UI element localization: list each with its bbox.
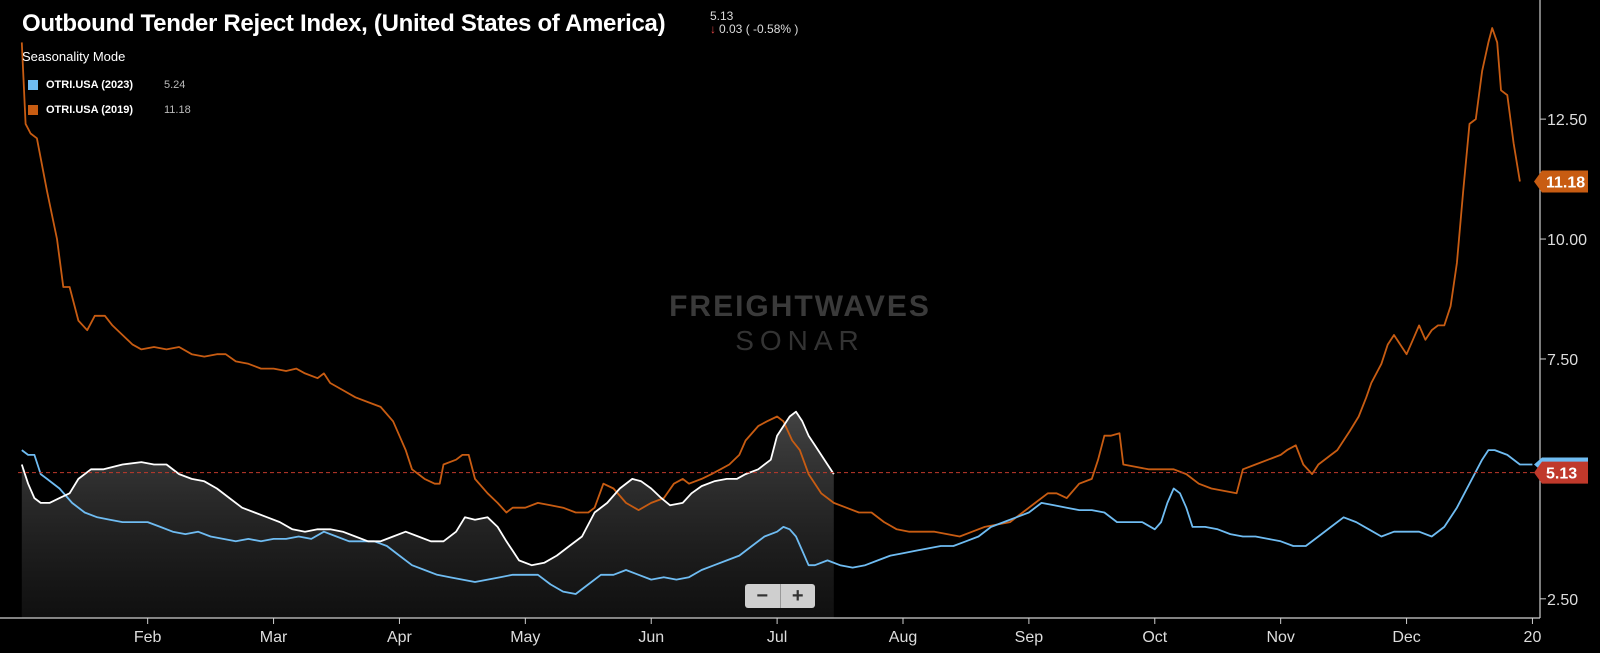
seasonality-mode-label: Seasonality Mode [22, 49, 126, 64]
y-tick-label: 10.00 [1547, 232, 1587, 249]
zoom-out-button[interactable]: − [745, 584, 781, 608]
legend-name-2019: OTRI.USA (2019) [46, 103, 134, 116]
watermark-sonar: SONAR [735, 325, 865, 356]
end-tag-2019-text: 11.18 [1546, 174, 1585, 191]
x-tick-label: Nov [1266, 629, 1294, 646]
change-value: 0.03 ( -0.58% ) [719, 22, 799, 36]
shaded-area-fill [21, 411, 834, 618]
x-axis: Feb Mar Apr May Jun Jul Aug Sep Oct Nov Dec 20 [0, 617, 1542, 646]
x-tick-label: Jul [767, 629, 787, 646]
legend-swatch-2023 [28, 79, 38, 90]
legend-item-2019[interactable]: OTRI.USA (2019) 11.18 [28, 97, 191, 122]
shaded-area [21, 411, 834, 618]
series-lines [20, 27, 1533, 595]
y-tick-label: 12.50 [1547, 112, 1587, 129]
end-tag-2019-bg [1534, 170, 1588, 193]
x-tick-label: Apr [387, 629, 413, 646]
zoom-in-button[interactable]: + [791, 584, 804, 607]
series-line-2 [20, 410, 835, 567]
legend-value-2023: 5.24 [164, 78, 186, 91]
end-labels: 5.13 11.18 [1534, 170, 1588, 484]
watermark-freightwaves: FREIGHTWAVES [669, 290, 931, 323]
x-tick-label: Oct [1142, 629, 1167, 646]
x-tick-label: May [510, 629, 540, 646]
price-change: ↓ 0.03 ( -0.58% ) [710, 23, 798, 36]
legend-name-2023: OTRI.USA (2023) [46, 78, 134, 91]
x-tick-label: Jun [638, 629, 664, 646]
y-tick-label: 7.50 [1547, 352, 1578, 369]
x-tick-label: Dec [1392, 629, 1420, 646]
x-tick-label: Sep [1015, 629, 1044, 646]
zoom-control: − + [745, 584, 815, 608]
legend-item-2023[interactable]: OTRI.USA (2023) 5.24 [28, 72, 191, 97]
end-tag-reference-bg [1534, 461, 1588, 484]
series-line-0 [20, 27, 1521, 538]
series-line-1 [21, 449, 1533, 595]
x-tick-label: Feb [134, 629, 162, 646]
end-tag-reference-text: 5.13 [1546, 466, 1577, 483]
chart-title: Outbound Tender Reject Index, (United St… [22, 10, 666, 37]
last-value: 5.13 [710, 9, 734, 23]
legend-swatch-2019 [28, 104, 38, 115]
y-tick-label: 2.50 [1547, 592, 1578, 609]
down-arrow-icon: ↓ [710, 22, 716, 36]
x-tick-label: 20 [1524, 629, 1542, 646]
legend-value-2019: 11.18 [164, 103, 191, 116]
price-box: 5.13 ↓ 0.03 ( -0.58% ) [710, 10, 798, 36]
y-axis: 2.50 7.50 10.00 12.50 [1539, 0, 1587, 618]
x-tick-label: Aug [889, 629, 917, 646]
x-tick-label: Mar [260, 629, 288, 646]
legend: OTRI.USA (2023) 5.24 OTRI.USA (2019) 11.… [28, 72, 191, 122]
